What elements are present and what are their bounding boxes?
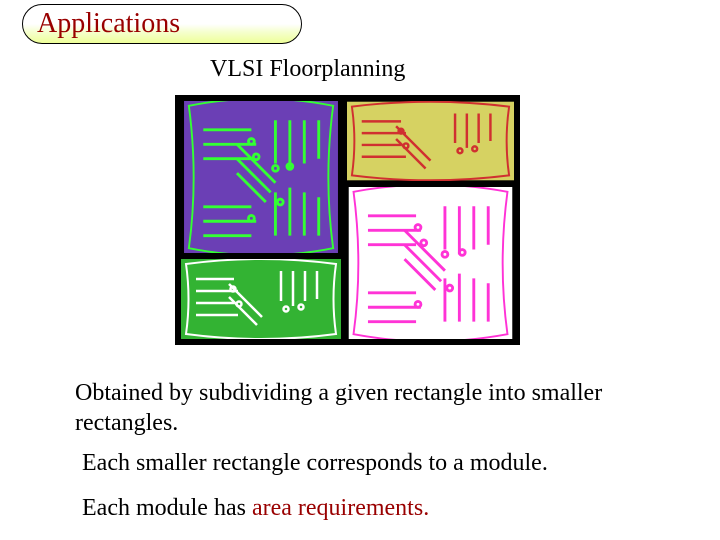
module-cell-1	[181, 101, 341, 253]
paragraph-3: Each module has area requirements.	[82, 493, 682, 523]
chip-icon	[347, 101, 514, 181]
chip-icon	[347, 187, 514, 339]
paragraph-3-highlight: area requirements.	[252, 495, 429, 521]
floorplan-grid	[181, 101, 514, 339]
module-cell-3	[347, 187, 514, 339]
floorplan-diagram	[175, 95, 520, 345]
paragraph-1: Obtained by subdividing a given rectangl…	[75, 378, 655, 438]
chip-icon	[181, 101, 341, 253]
subtitle: VLSI Floorplanning	[210, 56, 405, 83]
paragraph-3-prefix: Each module has	[82, 495, 252, 521]
chip-icon	[181, 259, 341, 339]
module-cell-2	[347, 101, 514, 181]
page-title: Applications	[37, 8, 180, 40]
module-cell-4	[181, 259, 341, 339]
title-box: Applications	[22, 4, 302, 44]
paragraph-2: Each smaller rectangle corresponds to a …	[82, 448, 682, 478]
